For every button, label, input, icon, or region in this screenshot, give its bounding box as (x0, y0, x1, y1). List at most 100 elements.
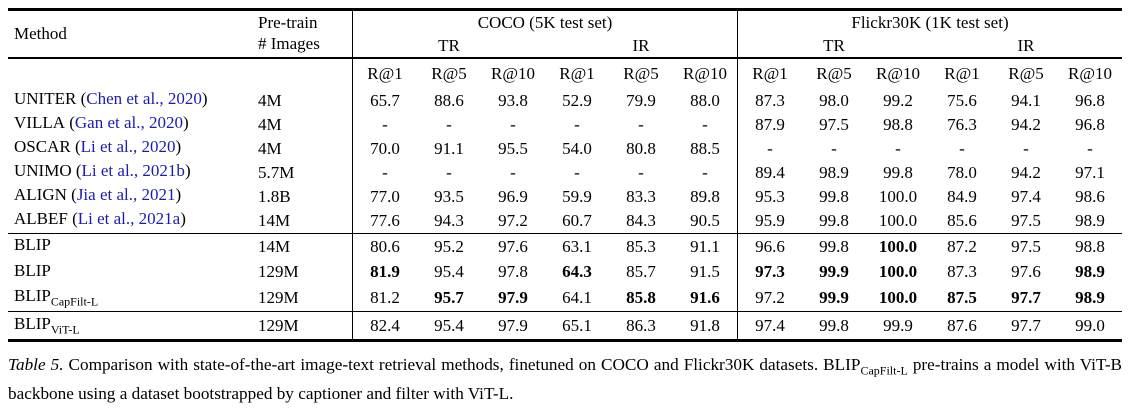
metric-cell: - (638, 162, 644, 182)
metric-cell: 84.3 (626, 210, 656, 230)
table-row: BLIPCapFilt-L 129M 81.2 95.7 97.9 64.1 8… (8, 285, 1122, 311)
metric-cell: 63.1 (562, 236, 592, 256)
citation-close: ) (183, 112, 189, 132)
metric-cell: 90.5 (690, 210, 720, 230)
metric-cell: 95.9 (755, 210, 785, 230)
flickr-tr-ir-row: TR IR (738, 36, 1122, 56)
metric-cell: 99.9 (819, 262, 849, 282)
coco-group: 80.6 95.2 97.6 63.1 85.3 91.1 (352, 234, 737, 260)
metric-cell: - (702, 162, 708, 182)
method-cell: BLIP (8, 235, 252, 258)
citation-link[interactable]: Gan et al., 2020 (74, 112, 184, 132)
metric-cell: 97.6 (498, 236, 528, 256)
flickr-group: 97.4 99.8 99.9 87.6 97.7 99.0 (737, 312, 1122, 339)
metric-cell: 91.6 (690, 287, 720, 307)
metric-cell: 81.9 (370, 262, 400, 282)
citation-link[interactable]: Li et al., 2021a (77, 208, 181, 228)
pretrain-cell: 14M (258, 236, 291, 256)
metric-cell: - (382, 162, 388, 182)
method-cell: BLIPViT-L (8, 314, 252, 337)
group-divider-rule (8, 232, 1122, 234)
metric-cell: 99.8 (883, 162, 913, 182)
pretrain-cell: 5.7M (258, 162, 295, 182)
coco-header-group: COCO (5K test set) TR IR (352, 11, 737, 57)
metric-cell: 76.3 (947, 114, 977, 134)
flickr-ir-header: IR (1017, 36, 1035, 55)
metric-cell: 84.9 (947, 186, 977, 206)
method-subscript: ViT-L (50, 322, 80, 337)
table-row: BLIP 14M 80.6 95.2 97.6 63.1 85.3 91.1 9… (8, 234, 1122, 260)
metric-cell: 96.8 (1075, 90, 1105, 110)
method-column-header: Method (14, 24, 67, 43)
method-cell: ALIGN (Jia et al., 2021) (8, 185, 252, 208)
metric-cell: 91.8 (690, 315, 720, 335)
metric-cell: 94.1 (1011, 90, 1041, 110)
citation-close: ) (180, 208, 186, 228)
citation-link[interactable]: Li et al., 2021b (81, 160, 185, 180)
table-row: BLIP 129M 81.9 95.4 97.8 64.3 85.7 91.5 … (8, 259, 1122, 285)
method-cell: OSCAR (Li et al., 2020) (8, 137, 252, 160)
coco-group: 65.7 88.6 93.8 52.9 79.9 88.0 (352, 88, 737, 113)
metric-cell: 87.2 (947, 236, 977, 256)
metric-header: R@5 (816, 63, 852, 83)
citation-close: ) (175, 184, 182, 204)
table-row: VILLA (Gan et al., 2020) 4M - - - - - - … (8, 112, 1122, 137)
metric-cell: 97.2 (498, 210, 528, 230)
metric-cell: 98.0 (819, 90, 849, 110)
table-row: ALIGN (Jia et al., 2021) 1.8B 77.0 93.5 … (8, 184, 1122, 209)
metric-cell: 89.4 (755, 162, 785, 182)
caption-subscript: CapFilt-L (860, 363, 908, 378)
table-row: UNITER (Chen et al., 2020) 4M 65.7 88.6 … (8, 88, 1122, 113)
flickr-group: 97.3 99.9 100.0 87.3 97.6 98.9 (737, 259, 1122, 285)
citation-link[interactable]: Li et al., 2020 (80, 136, 176, 156)
metric-cell: 87.9 (755, 114, 785, 134)
citation-open: ( (76, 88, 87, 108)
metric-header-row: R@1 R@5 R@10 R@1 R@5 R@10 R@1 R@5 R@10 R… (8, 58, 1122, 89)
metric-cell: 88.6 (434, 90, 464, 110)
method-name: ALIGN (14, 184, 67, 204)
pretrain-cell: 1.8B (258, 186, 291, 206)
method-name: UNIMO (14, 160, 72, 180)
metric-header: R@10 (491, 63, 535, 83)
table-row: UNIMO (Li et al., 2021b) 5.7M - - - - - … (8, 160, 1122, 185)
method-name: VILLA (14, 112, 65, 132)
metric-cell: 70.0 (370, 138, 400, 158)
metric-cell: 77.0 (370, 186, 400, 206)
citation-open: ( (64, 112, 75, 132)
baselines-row-group: UNITER (Chen et al., 2020) 4M 65.7 88.6 … (8, 88, 1122, 233)
metric-cell: 93.5 (434, 186, 464, 206)
metric-cell: 77.6 (370, 210, 400, 230)
metric-cell: 94.2 (1011, 162, 1041, 182)
header-lead-section: Method Pre-train # Images (8, 11, 352, 57)
metric-header: R@5 (1008, 63, 1044, 83)
metric-cell: - (638, 114, 644, 134)
metric-cell: 97.9 (498, 315, 528, 335)
metric-cell: 91.1 (434, 138, 464, 158)
method-cell: VILLA (Gan et al., 2020) (8, 113, 252, 136)
metric-cell: - (510, 114, 516, 134)
metric-cell: 95.7 (434, 287, 464, 307)
coco-group: - - - - - - (352, 112, 737, 137)
metric-cell: 93.8 (498, 90, 528, 110)
citation-close: ) (201, 88, 208, 108)
metric-cell: 81.2 (370, 287, 400, 307)
pretrain-cell: 14M (258, 210, 291, 230)
metric-header: R@10 (683, 63, 727, 83)
citation-link[interactable]: Chen et al., 2020 (86, 88, 202, 108)
flickr-dataset-title: Flickr30K (1K test set) (851, 13, 1009, 32)
metric-cell: 85.8 (626, 287, 656, 307)
metric-cell: 97.4 (1011, 186, 1041, 206)
citation-link[interactable]: Jia et al., 2021 (76, 184, 176, 204)
citation-open: ( (66, 184, 77, 204)
flickr-group: 95.3 99.8 100.0 84.9 97.4 98.6 (737, 184, 1122, 209)
metric-cell: 99.9 (883, 315, 913, 335)
metric-cell: 99.8 (819, 315, 849, 335)
citation-open: ( (71, 160, 82, 180)
metric-cell: 75.6 (947, 90, 977, 110)
metric-cell: 79.9 (626, 90, 656, 110)
metric-cell: 87.3 (755, 90, 785, 110)
metric-cell: - (767, 138, 773, 158)
metric-cell: 97.1 (1075, 162, 1105, 182)
flickr-group: 89.4 98.9 99.8 78.0 94.2 97.1 (737, 160, 1122, 185)
metric-cell: 65.7 (370, 90, 400, 110)
